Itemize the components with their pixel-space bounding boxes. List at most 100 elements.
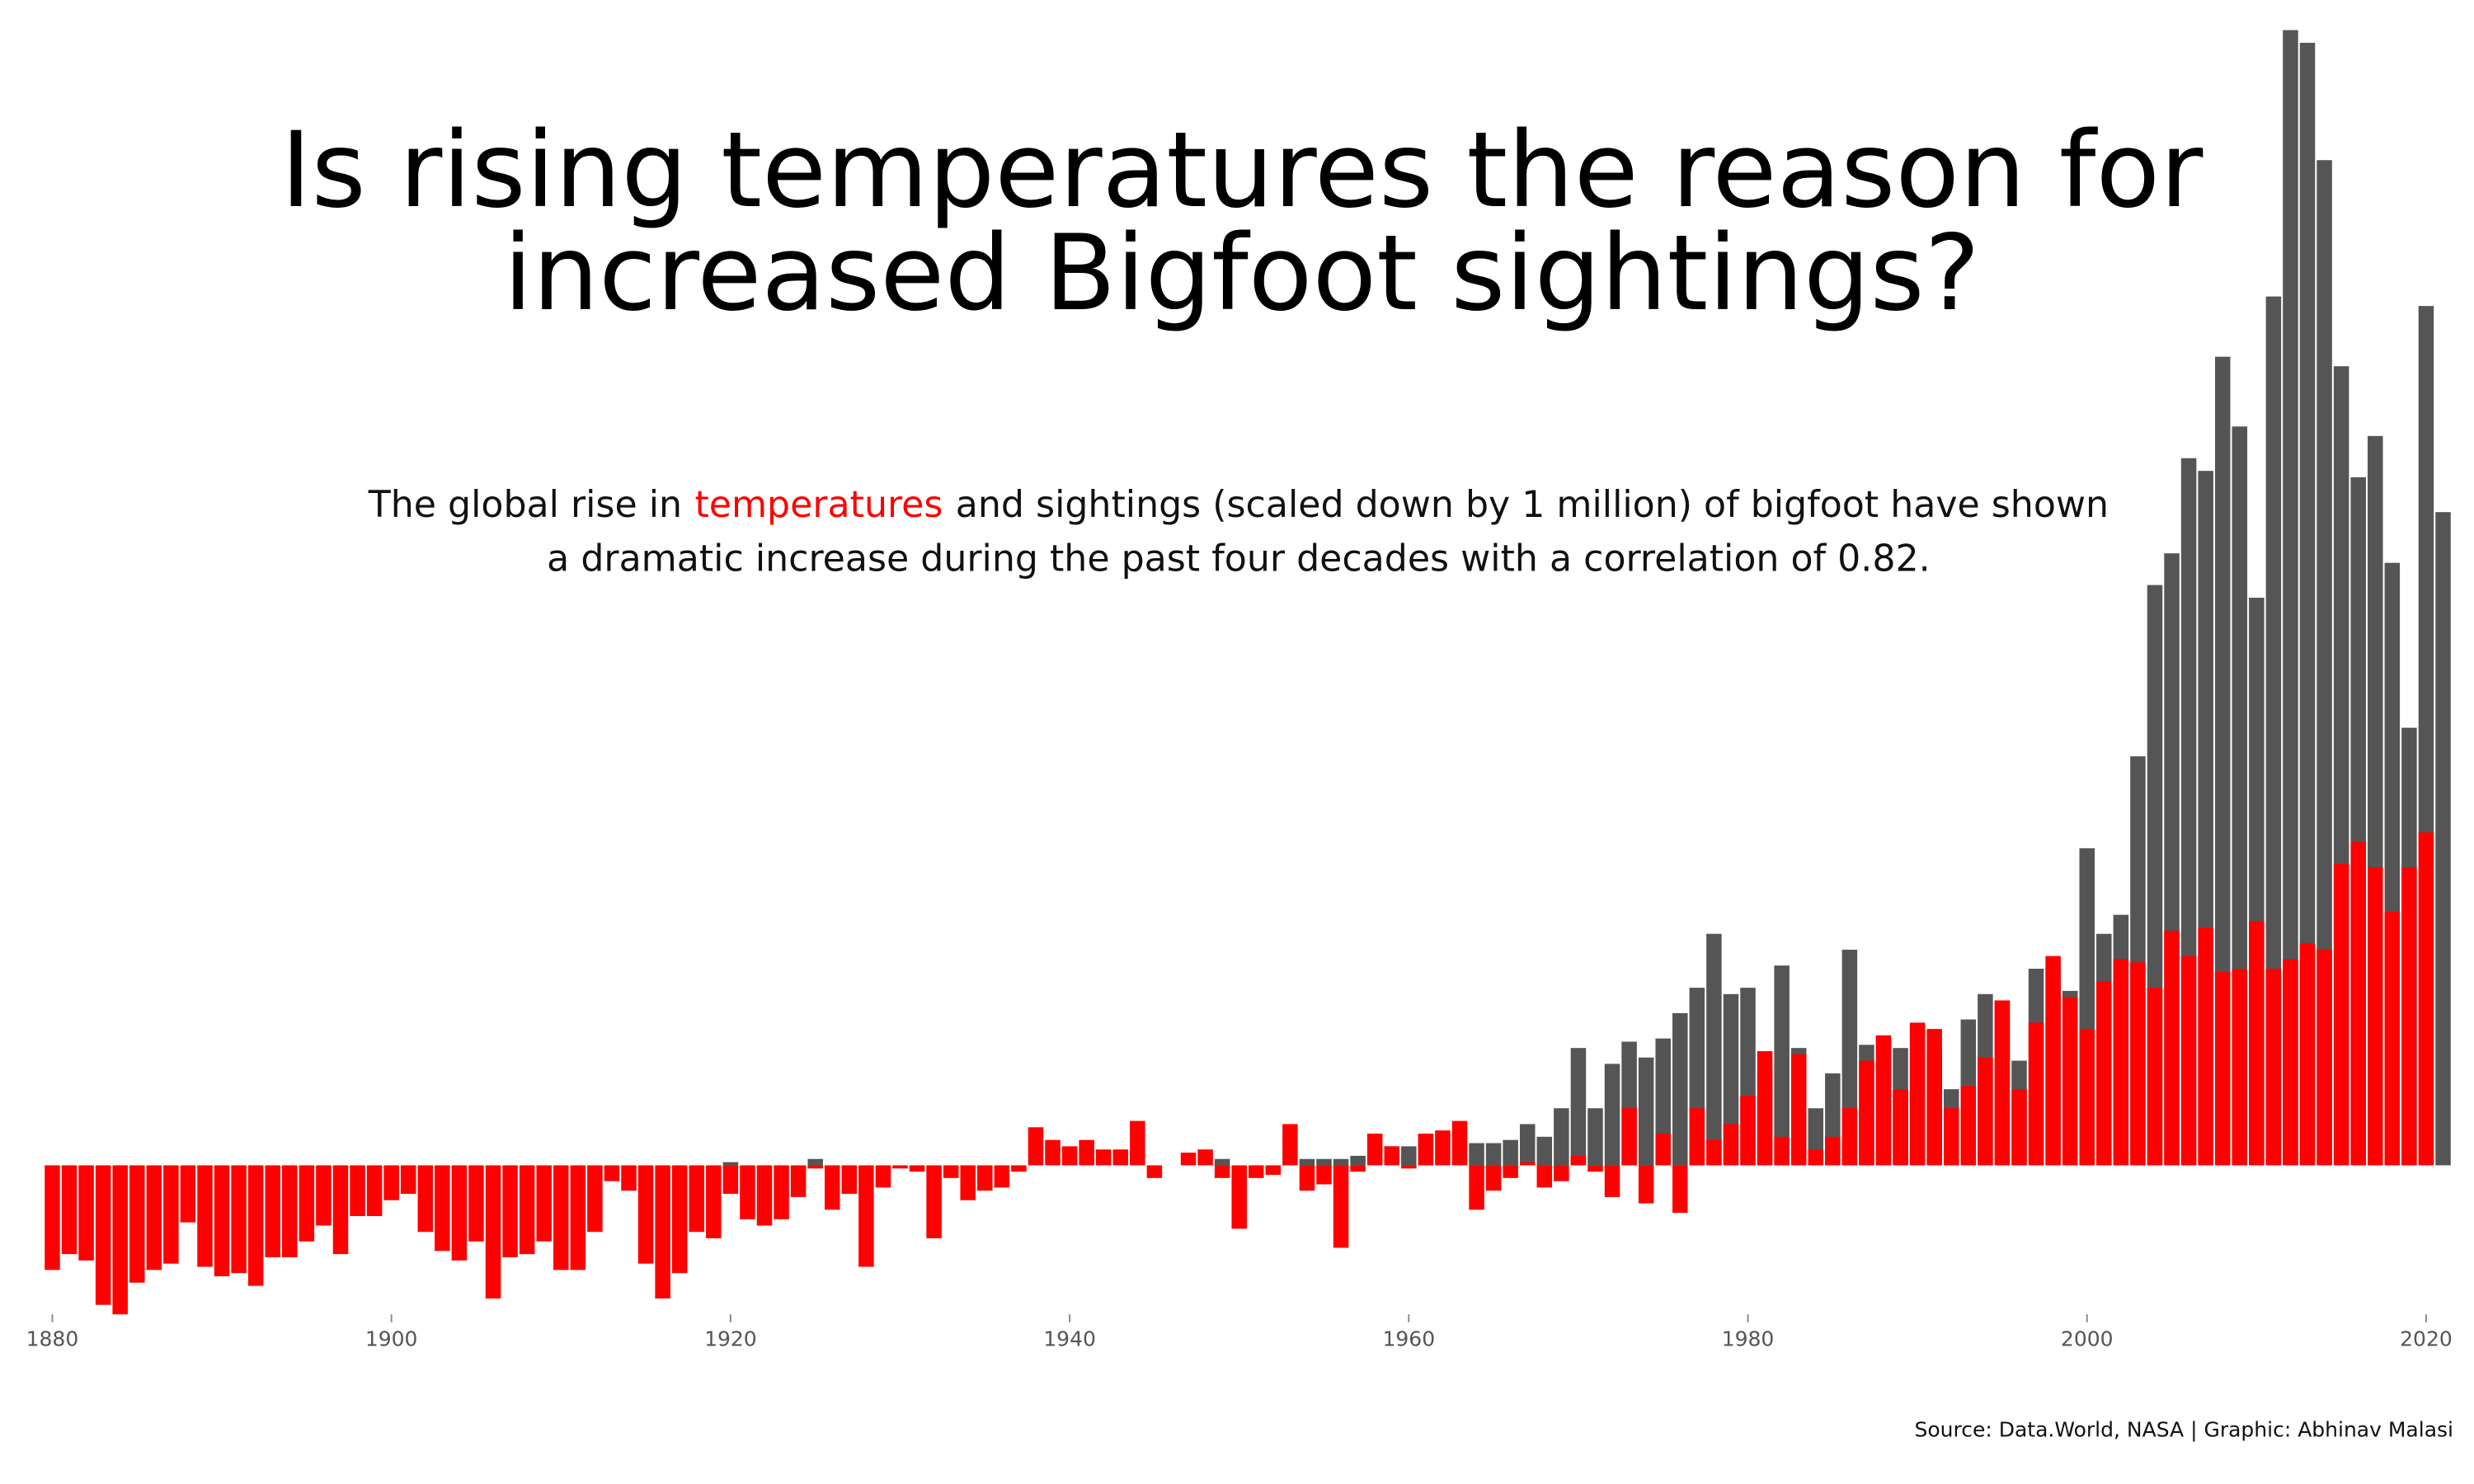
bar — [1519, 1124, 1536, 1166]
bar — [299, 1165, 315, 1242]
bar — [2283, 30, 2298, 1166]
bar — [1011, 1165, 1027, 1172]
subtitle-highlight: temperatures — [694, 484, 943, 526]
bar — [61, 1165, 78, 1255]
bar — [2283, 959, 2298, 1166]
bar — [180, 1165, 196, 1223]
bar — [1859, 1060, 1874, 1166]
bar — [1638, 1165, 1654, 1204]
bar — [977, 1165, 993, 1191]
bar — [1536, 1165, 1553, 1188]
bar — [1638, 1057, 1654, 1166]
bar — [1316, 1165, 1332, 1185]
bar — [1469, 1165, 1484, 1210]
bar — [1350, 1155, 1366, 1166]
bar — [350, 1165, 365, 1216]
bar — [2265, 296, 2282, 1166]
bar — [2316, 949, 2332, 1166]
bar — [485, 1165, 501, 1298]
bar — [1587, 1108, 1603, 1166]
bar — [1723, 1124, 1739, 1166]
bar — [1079, 1139, 1094, 1166]
bar — [2113, 959, 2129, 1166]
bar — [689, 1165, 705, 1233]
bar — [1061, 1146, 1078, 1166]
bar — [790, 1165, 807, 1197]
bar — [519, 1165, 535, 1255]
bar — [2299, 943, 2316, 1166]
bar — [1485, 1165, 1502, 1191]
bar — [1621, 1108, 1637, 1166]
bar — [807, 1165, 823, 1169]
bar — [2011, 1089, 2027, 1166]
bar — [1316, 1158, 1332, 1166]
subtitle-text: The global rise in — [368, 484, 682, 526]
bar — [1960, 1086, 1977, 1166]
bar — [1672, 1012, 1688, 1166]
bar — [2249, 921, 2265, 1166]
bar — [451, 1165, 468, 1261]
bar — [2214, 356, 2231, 1166]
bar — [841, 1165, 858, 1195]
x-tick-label: 2000 — [2061, 1327, 2114, 1351]
bar — [1994, 1000, 2011, 1166]
bar — [621, 1165, 637, 1191]
bar — [536, 1165, 552, 1242]
bar — [1401, 1146, 1417, 1166]
bar — [1723, 993, 1739, 1166]
bar — [2384, 911, 2401, 1166]
bar — [1469, 1143, 1484, 1166]
bar — [1435, 1130, 1451, 1166]
bar — [2147, 988, 2163, 1166]
bar — [502, 1165, 518, 1257]
bar — [163, 1165, 179, 1264]
bar — [1570, 1048, 1587, 1166]
bar — [1299, 1165, 1315, 1191]
bar — [1503, 1139, 1518, 1166]
bar — [1841, 1108, 1858, 1166]
bar — [1706, 1139, 1722, 1166]
bar — [1519, 1162, 1536, 1166]
bar — [722, 1165, 739, 1195]
bar — [1672, 1165, 1688, 1214]
bar — [1282, 1124, 1298, 1166]
bar — [1554, 1165, 1569, 1181]
bar — [2028, 1022, 2044, 1166]
bar — [1790, 1054, 1807, 1166]
bar — [2180, 956, 2197, 1166]
bar — [282, 1165, 298, 1257]
bar — [604, 1165, 620, 1181]
bar — [2265, 969, 2282, 1166]
bar — [655, 1165, 670, 1298]
bar — [332, 1165, 349, 1255]
bar — [774, 1165, 789, 1219]
x-tick-label: 1940 — [1043, 1327, 1096, 1351]
bar — [1926, 1029, 1942, 1166]
bar — [1180, 1153, 1197, 1166]
bar — [722, 1162, 739, 1166]
bar — [1350, 1165, 1366, 1172]
bar — [1333, 1158, 1349, 1166]
x-tick-label: 1900 — [365, 1327, 418, 1351]
bar — [1604, 1165, 1620, 1197]
bar — [316, 1165, 332, 1226]
bar — [1095, 1149, 1112, 1166]
x-tick-label: 2020 — [2400, 1327, 2453, 1351]
bar — [1418, 1134, 1434, 1166]
bar — [2198, 928, 2213, 1166]
bar — [2164, 930, 2180, 1166]
bar — [231, 1165, 247, 1274]
bar — [892, 1165, 908, 1169]
bar — [1536, 1136, 1553, 1166]
bar — [1028, 1127, 1044, 1166]
bar — [1570, 1155, 1587, 1166]
bar — [2214, 971, 2231, 1166]
bar — [247, 1165, 264, 1286]
bar — [2368, 866, 2383, 1166]
bar — [807, 1158, 823, 1166]
bar — [875, 1165, 891, 1188]
bar — [1774, 965, 1790, 1166]
bar — [1774, 1136, 1790, 1166]
bar — [909, 1165, 925, 1172]
